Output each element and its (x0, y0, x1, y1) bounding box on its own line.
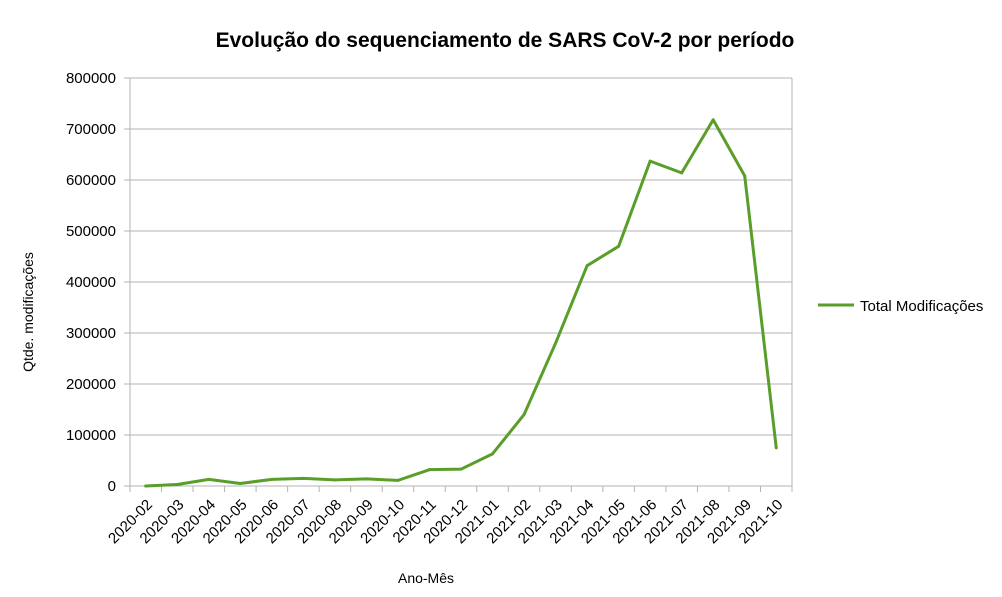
data-point (585, 264, 589, 268)
y-tick-label: 500000 (66, 223, 116, 240)
y-tick-label: 0 (108, 478, 116, 495)
data-point (491, 452, 495, 456)
data-point (301, 476, 305, 480)
data-point (270, 477, 274, 481)
x-axis-ticks: 2020-022020-032020-042020-052020-062020-… (105, 486, 793, 547)
data-point (554, 341, 558, 345)
data-point (175, 482, 179, 486)
data-point (396, 478, 400, 482)
data-point (144, 484, 148, 488)
y-tick-label: 400000 (66, 274, 116, 291)
y-tick-label: 700000 (66, 121, 116, 138)
data-point (680, 171, 684, 175)
y-tick-label: 300000 (66, 325, 116, 342)
series-line (144, 118, 778, 488)
data-point (774, 446, 778, 450)
data-point (238, 481, 242, 485)
data-point (711, 118, 715, 122)
data-point (333, 478, 337, 482)
y-tick-label: 200000 (66, 376, 116, 393)
data-point (743, 174, 747, 178)
data-point (364, 477, 368, 481)
y-tick-label: 100000 (66, 427, 116, 444)
y-axis-ticks: 0 100000 200000 300000 400000 500000 600000 700… (66, 70, 130, 495)
data-point (522, 413, 526, 417)
data-point (427, 468, 431, 472)
y-tick-label: 600000 (66, 172, 116, 189)
x-axis-label: Ano-Mês (398, 570, 454, 586)
data-point (207, 477, 211, 481)
chart-title: Evolução do sequenciamento de SARS CoV-2… (216, 29, 795, 52)
series-group (144, 118, 778, 488)
data-point (459, 467, 463, 471)
legend: Total Modificações (818, 298, 983, 315)
data-point (617, 244, 621, 248)
y-tick-label: 800000 (66, 70, 116, 87)
y-axis-label: Qtde. modificações (20, 252, 36, 372)
grid-lines (129, 77, 793, 487)
legend-label: Total Modificações (860, 298, 983, 315)
data-point (648, 159, 652, 163)
